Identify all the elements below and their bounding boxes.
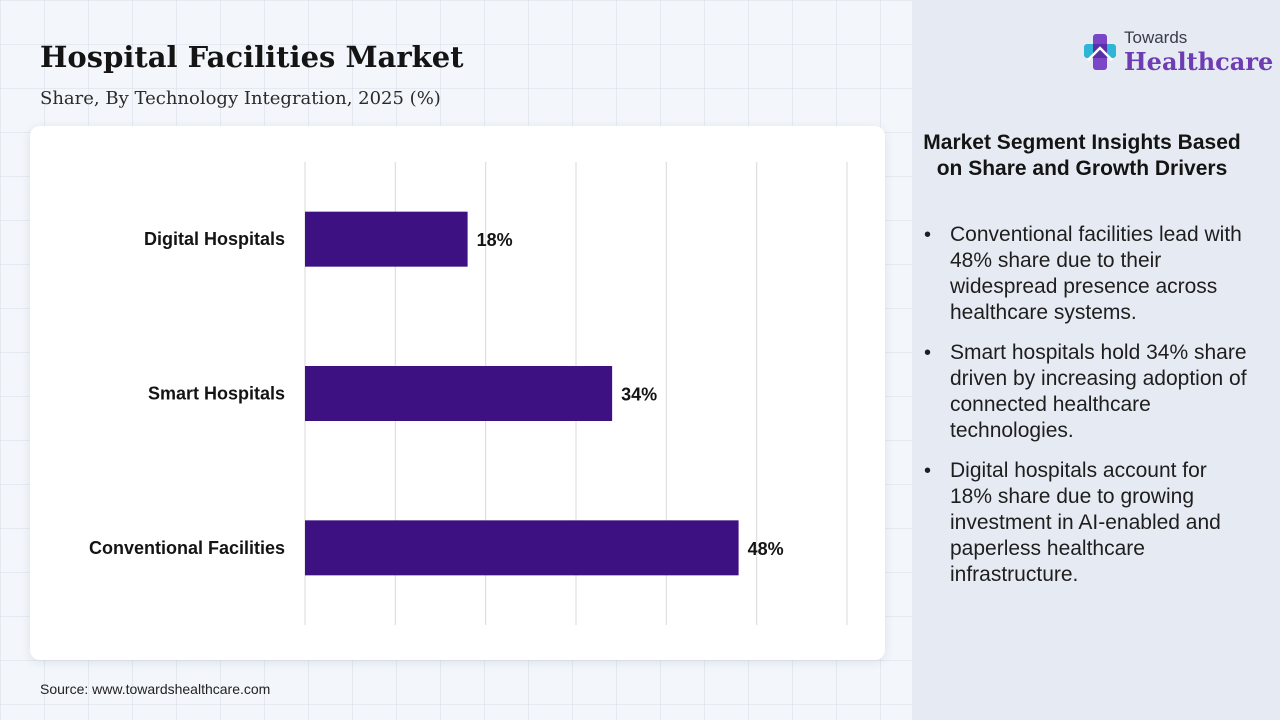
insight-item: Smart hospitals hold 34% share driven by… [922,340,1252,444]
bar [305,366,613,421]
chart-subtitle: Share, By Technology Integration, 2025 (… [40,88,441,109]
category-label: Conventional Facilities [89,538,285,558]
data-label: 48% [748,539,784,559]
bar [305,520,739,576]
medical-cross-icon [1084,34,1116,70]
data-label: 34% [621,385,657,405]
category-label: Smart Hospitals [148,384,285,404]
brand-logo: Towards Healthcare [1080,28,1273,78]
logo-text-healthcare: Healthcare [1124,47,1274,76]
insights-title: Market Segment Insights Based on Share a… [923,131,1241,180]
chart-card: Digital Hospitals 18% Smart Hospitals 34% Co… [30,126,885,660]
bar-chart: Digital Hospitals 18% Smart Hospitals 34% Co… [89,162,848,625]
category-label: Digital Hospitals [144,229,285,249]
page-title: Hospital Facilities Market [40,40,464,74]
bar [305,211,468,267]
insight-item: Digital hospitals account for 18% share … [922,458,1252,588]
insight-item: Conventional facilities lead with 48% sh… [922,222,1252,326]
source-note: Source: www.towardshealthcare.com [40,681,271,697]
data-label: 18% [477,230,513,250]
insights-list: Conventional facilities lead with 48% sh… [922,222,1252,602]
logo-text-towards: Towards [1124,28,1188,47]
